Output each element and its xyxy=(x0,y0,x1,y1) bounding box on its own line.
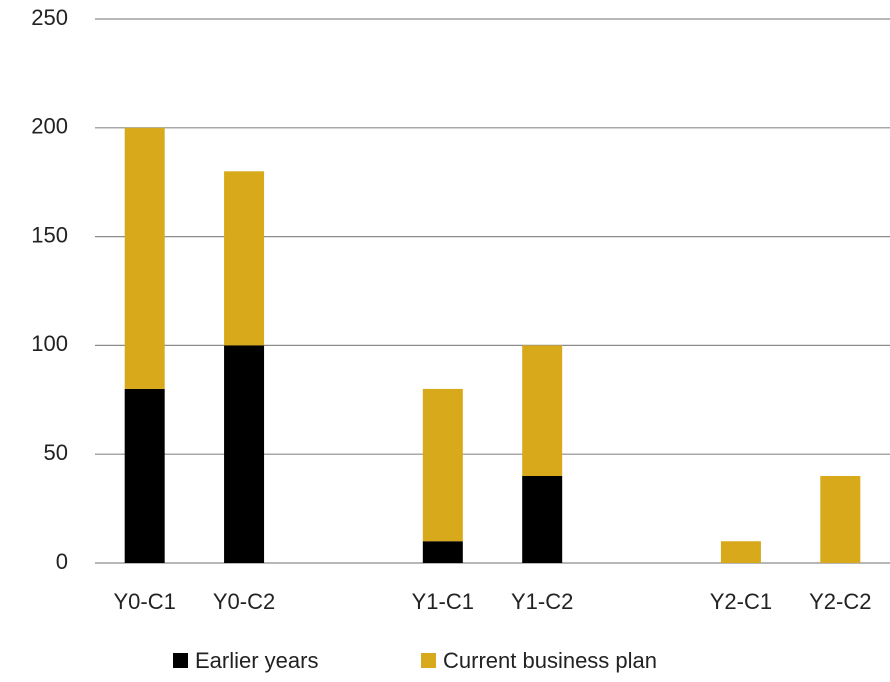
y-tick-label: 100 xyxy=(31,331,68,356)
y-tick-label: 0 xyxy=(56,549,68,574)
bar-segment xyxy=(522,345,563,476)
bar-segment xyxy=(820,475,861,563)
bar-segment xyxy=(224,171,265,346)
bar-segment xyxy=(422,388,463,542)
x-tick-label: Y2-C2 xyxy=(809,589,871,614)
x-tick-label: Y1-C2 xyxy=(511,589,573,614)
bar-segment xyxy=(224,345,265,563)
y-tick-label: 200 xyxy=(31,114,68,139)
bar-segment xyxy=(124,388,165,563)
legend-swatch xyxy=(173,653,188,668)
legend-label: Earlier years xyxy=(195,648,318,673)
x-tick-label: Y1-C1 xyxy=(412,589,474,614)
x-tick-label: Y2-C1 xyxy=(710,589,772,614)
legend-swatch xyxy=(421,653,436,668)
y-tick-label: 50 xyxy=(44,440,68,465)
bar-segment xyxy=(522,475,563,563)
bar-segment xyxy=(422,541,463,563)
x-tick-label: Y0-C1 xyxy=(114,589,176,614)
bar-segment xyxy=(720,541,761,563)
y-tick-label: 250 xyxy=(31,5,68,30)
legend-label: Current business plan xyxy=(443,648,657,673)
bar-segment xyxy=(124,127,165,389)
x-tick-label: Y0-C2 xyxy=(213,589,275,614)
y-tick-label: 150 xyxy=(31,222,68,247)
